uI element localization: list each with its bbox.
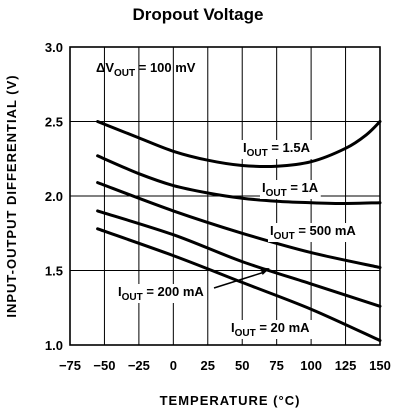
condition-suffix: = 100 mV — [135, 60, 196, 75]
series-label-bg — [260, 180, 321, 199]
series-label-bg — [116, 284, 207, 303]
condition-prefix: ΔV — [96, 60, 114, 75]
series-label-3: IOUT = 500 mA — [270, 223, 356, 242]
x-tick-label: 50 — [235, 358, 249, 373]
series-line-1 — [96, 120, 382, 168]
series-group — [96, 120, 382, 342]
y-tick-labels: 1.0 1.5 2.0 2.5 3.0 — [45, 40, 63, 353]
x-tick-label: 150 — [369, 358, 391, 373]
condition-sub: OUT — [114, 68, 135, 79]
series-label-1: IOUT = 1.5A — [243, 140, 311, 159]
x-tick-label: −75 — [59, 358, 81, 373]
series-label-bg — [241, 140, 313, 159]
x-tick-label: 100 — [300, 358, 322, 373]
y-tick-label: 3.0 — [45, 40, 63, 55]
series-line-4 — [96, 209, 382, 308]
y-axis-label: INPUT-OUTPUT DIFFERENTIAL (V) — [4, 74, 19, 317]
x-tick-label: 75 — [269, 358, 283, 373]
x-tick-labels: −75 −50 −25 0 25 50 75 100 125 150 — [59, 358, 391, 373]
series-label-5: IOUT = 20 mA — [231, 320, 310, 339]
x-tick-label: 125 — [335, 358, 357, 373]
series-label-2: IOUT = 1A — [262, 180, 319, 199]
x-axis-label: TEMPERATURE (°C) — [160, 393, 301, 408]
series-line-2 — [96, 154, 382, 206]
plot-frame — [69, 46, 381, 346]
series-label-4: IOUT = 200 mA — [118, 284, 204, 303]
label-arrow-line — [213, 271, 265, 289]
series-label-bg — [229, 320, 313, 339]
label-arrow-head — [259, 267, 270, 276]
y-tick-label: 1.0 — [45, 338, 63, 353]
x-tick-label: 25 — [201, 358, 215, 373]
x-tick-label: −50 — [93, 358, 115, 373]
condition-label: ΔVOUT = 100 mV — [96, 60, 196, 79]
y-tick-label: 2.0 — [45, 189, 63, 204]
y-tick-label: 1.5 — [45, 264, 63, 279]
series-labels: IOUT = 1.5A IOUT = 1A IOUT = 500 mA IOUT = … — [116, 140, 359, 339]
y-tick-label: 2.5 — [45, 115, 63, 130]
series-line-3 — [96, 181, 382, 269]
chart-title: Dropout Voltage — [133, 5, 264, 24]
series-label-bg — [268, 223, 359, 242]
x-tick-label: 0 — [170, 358, 177, 373]
series-line-5 — [96, 227, 382, 342]
x-tick-label: −25 — [128, 358, 150, 373]
